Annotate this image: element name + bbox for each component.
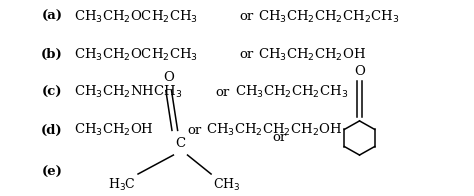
Text: O: O (354, 65, 365, 78)
Text: or: or (272, 132, 287, 144)
Text: (c): (c) (42, 86, 63, 99)
Text: CH$_3$CH$_2$CH$_2$CH$_3$: CH$_3$CH$_2$CH$_2$CH$_3$ (235, 84, 348, 101)
Text: (d): (d) (41, 124, 63, 137)
Text: (a): (a) (42, 10, 63, 23)
Text: CH$_3$CH$_2$OCH$_2$CH$_3$: CH$_3$CH$_2$OCH$_2$CH$_3$ (74, 46, 199, 63)
Text: or: or (239, 10, 254, 23)
Text: CH$_3$CH$_2$NHCH$_3$: CH$_3$CH$_2$NHCH$_3$ (74, 84, 182, 101)
Text: or: or (216, 86, 230, 99)
Text: CH$_3$CH$_2$OH: CH$_3$CH$_2$OH (74, 122, 154, 138)
Text: CH$_3$CH$_2$CH$_2$OH: CH$_3$CH$_2$CH$_2$OH (258, 46, 366, 63)
Text: CH$_3$CH$_2$CH$_2$CH$_2$CH$_3$: CH$_3$CH$_2$CH$_2$CH$_2$CH$_3$ (258, 8, 400, 25)
Text: O: O (163, 71, 174, 84)
Text: or: or (188, 124, 202, 137)
Text: H$_3$C: H$_3$C (108, 177, 136, 193)
Text: C: C (175, 137, 185, 150)
Text: CH$_3$: CH$_3$ (213, 177, 241, 193)
Text: or: or (239, 48, 254, 61)
Text: CH$_3$CH$_2$CH$_2$CH$_2$OH: CH$_3$CH$_2$CH$_2$CH$_2$OH (206, 122, 342, 138)
Text: CH$_3$CH$_2$OCH$_2$CH$_3$: CH$_3$CH$_2$OCH$_2$CH$_3$ (74, 8, 199, 25)
Text: (e): (e) (42, 166, 63, 179)
Text: (b): (b) (41, 48, 63, 61)
